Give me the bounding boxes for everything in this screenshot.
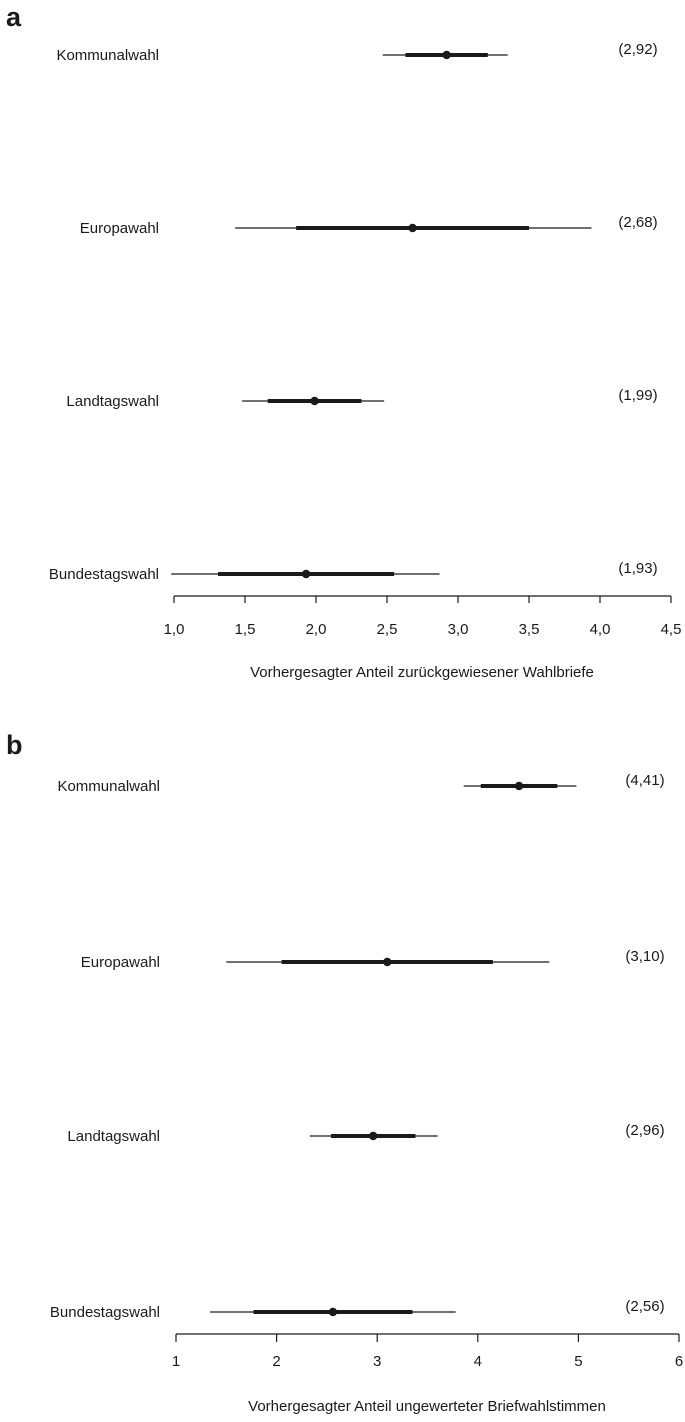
x-tick-label: 1,5 (235, 621, 256, 638)
category-label: Europawahl (81, 954, 160, 971)
estimate-point (408, 223, 417, 233)
estimate-point (383, 957, 392, 967)
x-tick-label: 6 (675, 1353, 683, 1370)
x-tick-label: 4,5 (661, 621, 682, 638)
x-tick-label: 2,0 (306, 621, 327, 638)
chart-b-svg: b Kommunalwahl (4,41) Europawahl (3,10) Land… (6, 730, 683, 1415)
x-tick-label: 5 (574, 1353, 582, 1370)
category-label: Landtagswahl (67, 1128, 160, 1145)
panel-a: a Kommunalwahl (2,92) Europawahl (2,68) Land… (0, 0, 685, 700)
category-label: Kommunalwahl (56, 47, 159, 64)
x-tick-label: 2,5 (377, 621, 398, 638)
panel-letter-b: b (6, 730, 23, 760)
panel-b: b Kommunalwahl (4,41) Europawahl (3,10) Land… (0, 730, 685, 1422)
panel-letter-a: a (6, 2, 22, 32)
x-tick-label: 1 (172, 1353, 180, 1370)
value-label: (4,41) (625, 772, 664, 789)
estimate-point (514, 781, 524, 791)
category-label: Bundestagswahl (50, 1304, 160, 1321)
x-tick-label: 1,0 (164, 621, 185, 638)
estimate-point (301, 569, 311, 579)
value-label: (2,92) (618, 41, 657, 58)
value-label: (2,56) (625, 1298, 664, 1315)
category-label: Landtagswahl (66, 393, 159, 410)
x-tick-label: 2 (272, 1353, 280, 1370)
estimate-point (368, 1131, 378, 1141)
estimate-point (328, 1307, 338, 1317)
x-tick-label: 4 (474, 1353, 482, 1370)
x-tick-label: 4,0 (590, 621, 611, 638)
chart-a-marks: Kommunalwahl (2,92) Europawahl (2,68) Landta… (49, 41, 682, 638)
category-label: Bundestagswahl (49, 566, 159, 583)
value-label: (2,96) (625, 1122, 664, 1139)
value-label: (1,99) (618, 387, 657, 404)
x-tick-label: 3 (373, 1353, 381, 1370)
estimate-point (310, 396, 319, 406)
chart-a-svg: a Kommunalwahl (2,92) Europawahl (2,68) Land… (6, 2, 682, 681)
category-label: Kommunalwahl (57, 778, 160, 795)
value-label: (1,93) (618, 560, 657, 577)
value-label: (3,10) (625, 948, 664, 965)
category-label: Europawahl (80, 220, 159, 237)
x-axis-title-a: Vorhergesagter Anteil zurückgewiesener W… (250, 664, 594, 681)
estimate-point (442, 50, 451, 60)
value-label: (2,68) (618, 214, 657, 231)
x-tick-label: 3,5 (519, 621, 540, 638)
x-axis-title-b: Vorhergesagter Anteil ungewerteter Brief… (248, 1398, 606, 1415)
chart-b-marks: Kommunalwahl (4,41) Europawahl (3,10) Landta… (50, 772, 683, 1370)
x-tick-label: 3,0 (448, 621, 469, 638)
